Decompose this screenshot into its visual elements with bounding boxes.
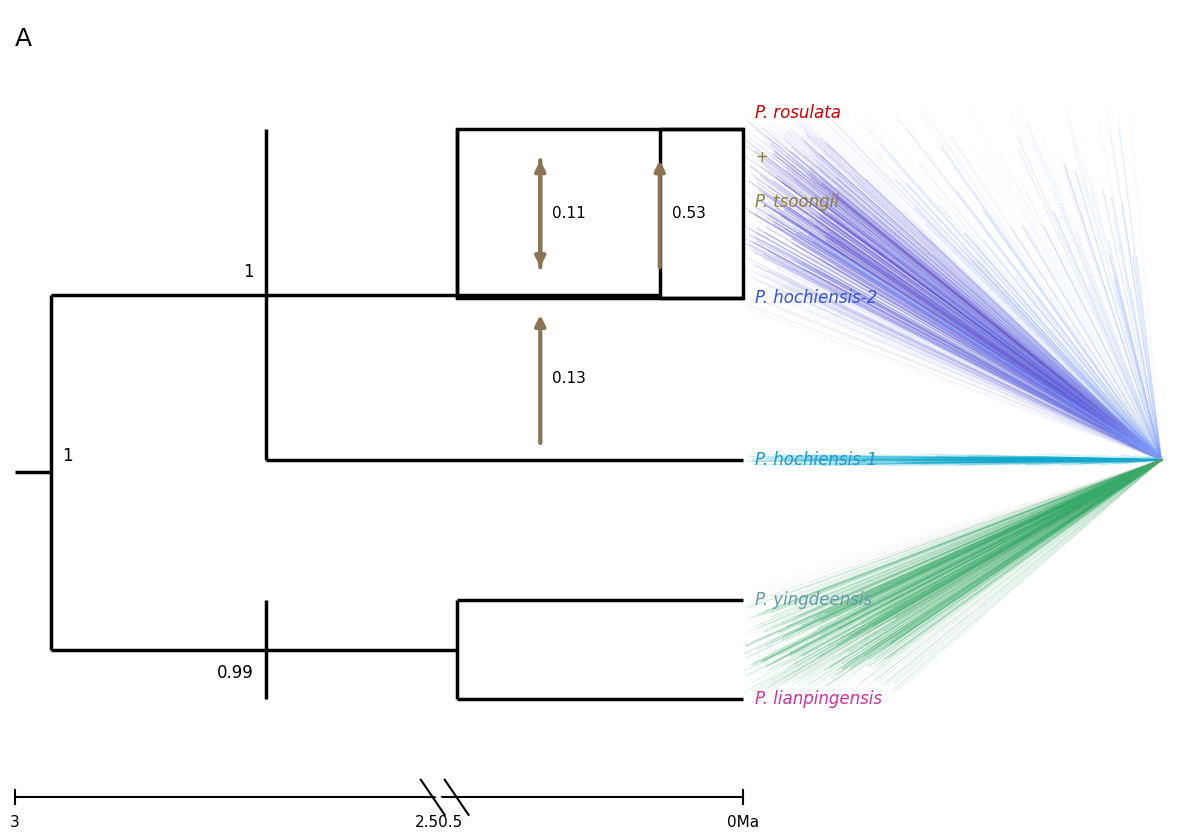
Text: 1: 1 (62, 447, 73, 465)
Text: 0Ma: 0Ma (727, 815, 760, 830)
Text: 0.13: 0.13 (552, 372, 586, 387)
Text: 2.50.5: 2.50.5 (415, 815, 463, 830)
Text: P. rosulata: P. rosulata (755, 104, 841, 122)
Text: +: + (755, 150, 768, 165)
Text: 1: 1 (242, 262, 253, 281)
Text: P. lianpingensis: P. lianpingensis (755, 690, 882, 708)
Text: P. hochiensis-2: P. hochiensis-2 (755, 289, 877, 307)
Text: A: A (14, 28, 32, 52)
Text: P. yingdeensis: P. yingdeensis (755, 591, 872, 610)
Text: 3: 3 (10, 815, 19, 830)
Text: 0.99: 0.99 (217, 664, 253, 681)
Text: P. hochiensis-1: P. hochiensis-1 (755, 451, 877, 468)
Text: 0.11: 0.11 (552, 206, 586, 221)
Text: P. tsoongii: P. tsoongii (755, 193, 839, 210)
Text: 0.53: 0.53 (672, 206, 706, 221)
